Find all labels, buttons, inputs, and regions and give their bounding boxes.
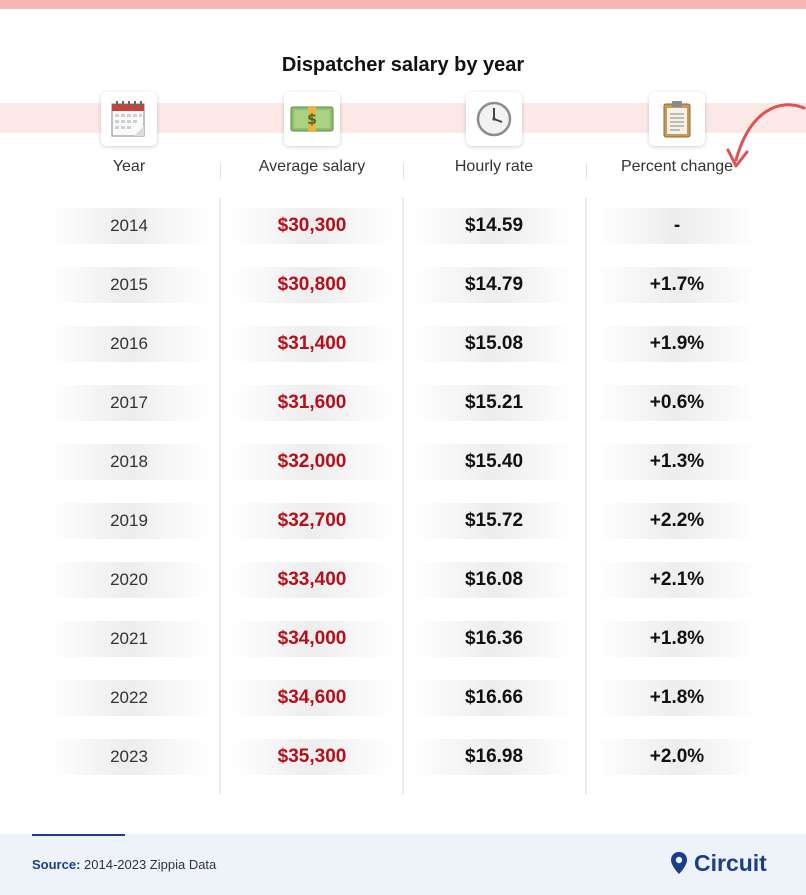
- clock-icon: [466, 92, 522, 146]
- hourly-rate-cell: $15.08: [413, 326, 575, 362]
- percent-change-cell: +2.2%: [596, 503, 758, 539]
- svg-text:$: $: [307, 112, 317, 128]
- arrow-icon: [726, 103, 806, 168]
- header-divider: [586, 163, 587, 179]
- top-accent-bar: [0, 0, 806, 9]
- average-salary-cell: $31,400: [231, 326, 393, 362]
- column-divider: [585, 198, 587, 794]
- average-salary-cell: $35,300: [231, 739, 393, 775]
- clipboard-icon: [649, 92, 705, 146]
- column-divider: [219, 198, 221, 794]
- hourly-rate-cell: $16.66: [413, 680, 575, 716]
- year-cell: 2021: [48, 621, 210, 657]
- calendar-icon: [101, 92, 157, 146]
- hourly-rate-cell: $15.72: [413, 503, 575, 539]
- year-cell: 2023: [48, 739, 210, 775]
- hourly-rate-cell: $16.36: [413, 621, 575, 657]
- percent-change-cell: -: [596, 208, 758, 244]
- average-salary-cell: $31,600: [231, 385, 393, 421]
- year-cell: 2017: [48, 385, 210, 421]
- money-icon: $: [284, 92, 340, 146]
- header-divider: [220, 163, 221, 179]
- hourly-rate-cell: $14.79: [413, 267, 575, 303]
- percent-change-cell: +0.6%: [596, 385, 758, 421]
- year-cell: 2014: [48, 208, 210, 244]
- percent-change-cell: +2.1%: [596, 562, 758, 598]
- header-divider: [403, 163, 404, 179]
- source-note: Source: 2014-2023 Zippia Data: [32, 857, 216, 872]
- average-salary-cell: $30,800: [231, 267, 393, 303]
- location-pin-icon: [671, 852, 687, 874]
- chart-title: Dispatcher salary by year: [281, 54, 525, 76]
- average-salary-cell: $32,700: [231, 503, 393, 539]
- hourly-rate-cell: $14.59: [413, 208, 575, 244]
- percent-change-cell: +1.7%: [596, 267, 758, 303]
- percent-change-cell: +1.8%: [596, 621, 758, 657]
- hourly-rate-cell: $15.40: [413, 444, 575, 480]
- year-cell: 2020: [48, 562, 210, 598]
- footer: [0, 834, 806, 895]
- year-cell: 2018: [48, 444, 210, 480]
- source-text: 2014-2023 Zippia Data: [80, 857, 217, 872]
- column-header-percent-change: Percent change: [620, 158, 734, 175]
- year-cell: 2015: [48, 267, 210, 303]
- column-divider: [402, 198, 404, 794]
- average-salary-cell: $33,400: [231, 562, 393, 598]
- brand-logo: Circuit: [670, 848, 767, 878]
- brand-name: Circuit: [694, 849, 767, 876]
- average-salary-cell: $32,000: [231, 444, 393, 480]
- year-cell: 2022: [48, 680, 210, 716]
- column-header-hourly-rate: Hourly rate: [454, 158, 534, 175]
- hourly-rate-cell: $16.08: [413, 562, 575, 598]
- percent-change-cell: +2.0%: [596, 739, 758, 775]
- source-label: Source:: [32, 857, 81, 872]
- hourly-rate-cell: $16.98: [413, 739, 575, 775]
- percent-change-cell: +1.3%: [596, 444, 758, 480]
- column-header-year: Year: [112, 158, 146, 175]
- year-cell: 2016: [48, 326, 210, 362]
- average-salary-cell: $34,000: [231, 621, 393, 657]
- average-salary-cell: $30,300: [231, 208, 393, 244]
- average-salary-cell: $34,600: [231, 680, 393, 716]
- hourly-rate-cell: $15.21: [413, 385, 575, 421]
- column-header-average-salary: Average salary: [258, 158, 366, 175]
- year-cell: 2019: [48, 503, 210, 539]
- percent-change-cell: +1.9%: [596, 326, 758, 362]
- percent-change-cell: +1.8%: [596, 680, 758, 716]
- footer-accent-line: [32, 834, 125, 836]
